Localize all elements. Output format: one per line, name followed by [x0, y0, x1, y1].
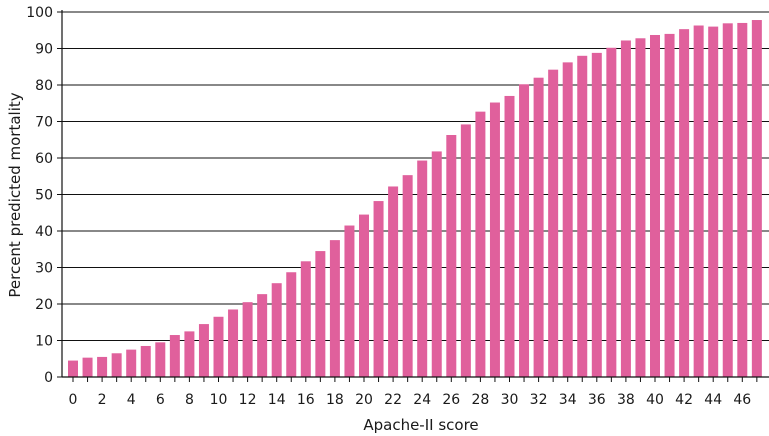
bar-38 [620, 40, 631, 377]
x-tick-label-28: 28 [471, 392, 489, 408]
bar-22 [388, 186, 399, 377]
bar-1 [82, 357, 93, 377]
bar-7 [169, 335, 180, 377]
x-tick-label-46: 46 [733, 392, 751, 408]
y-tick-label-80: 80 [35, 78, 53, 94]
y-tick-label-100: 100 [26, 5, 53, 21]
x-tick-label-24: 24 [413, 392, 431, 408]
grid-lines [57, 11, 769, 378]
axes [61, 10, 769, 382]
bar-23 [402, 175, 413, 377]
bar-37 [606, 47, 617, 378]
y-tick-label-0: 0 [44, 370, 53, 386]
x-tick-label-6: 6 [156, 392, 165, 408]
bar-47 [751, 20, 762, 378]
x-tick-label-22: 22 [384, 392, 402, 408]
bar-12 [242, 302, 253, 377]
bar-39 [635, 38, 646, 377]
x-tick-labels: 0 2 4 6 8 10 12 14 16 18 20 22 24 26 28 30 32 34 36 38 40 42 4… [69, 392, 752, 408]
x-tick-label-30: 30 [501, 392, 519, 408]
y-tick-labels: 0 10 20 30 40 50 60 70 80 90 100 [26, 5, 53, 386]
bar-17 [315, 251, 326, 377]
bar-41 [664, 33, 675, 378]
x-tick-label-18: 18 [326, 392, 344, 408]
bar-3 [111, 353, 122, 377]
bar-9 [198, 324, 209, 377]
x-tick-label-20: 20 [355, 392, 373, 408]
x-tick-label-38: 38 [617, 392, 635, 408]
x-tick-label-40: 40 [646, 392, 664, 408]
bar-16 [300, 261, 311, 377]
x-tick-label-8: 8 [185, 392, 194, 408]
x-tick-label-2: 2 [98, 392, 107, 408]
x-axis-title: Apache-II score [363, 416, 478, 434]
x-tick-label-32: 32 [530, 392, 548, 408]
bar-29 [489, 102, 500, 378]
y-tick-label-50: 50 [35, 188, 53, 204]
bar-43 [693, 25, 704, 377]
y-tick-label-90: 90 [35, 42, 53, 58]
x-tick-label-42: 42 [675, 392, 693, 408]
x-tick-label-44: 44 [704, 392, 722, 408]
bar-13 [257, 294, 268, 377]
bar-26 [446, 135, 457, 377]
y-tick-label-70: 70 [35, 115, 53, 131]
bar-21 [373, 201, 384, 377]
bar-10 [213, 316, 224, 377]
bar-11 [228, 309, 239, 377]
x-tick-label-0: 0 [69, 392, 78, 408]
bar-45 [722, 23, 733, 377]
bar-2 [97, 356, 108, 377]
y-tick-label-60: 60 [35, 151, 53, 167]
bar-33 [548, 69, 559, 378]
x-tick-label-12: 12 [239, 392, 257, 408]
bar-5 [140, 345, 151, 377]
y-tick-label-40: 40 [35, 224, 53, 240]
bar-44 [708, 26, 719, 377]
bar-24 [417, 160, 428, 377]
bar-31 [519, 84, 530, 378]
bar-46 [737, 22, 748, 377]
bar-6 [155, 342, 166, 377]
bar-27 [460, 124, 471, 377]
y-tick-label-10: 10 [35, 334, 53, 350]
x-tick-label-10: 10 [210, 392, 228, 408]
bar-36 [591, 52, 602, 377]
y-tick-label-30: 30 [35, 261, 53, 277]
bar-14 [271, 283, 282, 377]
bar-28 [475, 111, 486, 378]
x-tick-label-14: 14 [268, 392, 286, 408]
x-tick-label-34: 34 [559, 392, 577, 408]
bar-35 [577, 55, 588, 378]
y-tick-label-20: 20 [35, 297, 53, 313]
bar-8 [184, 331, 195, 377]
bar-32 [533, 77, 544, 377]
x-tick-label-36: 36 [588, 392, 606, 408]
bar-15 [286, 272, 297, 377]
x-tick-label-26: 26 [442, 392, 460, 408]
bar-42 [679, 29, 690, 378]
bar-25 [431, 151, 442, 377]
bar-20 [359, 214, 369, 377]
bar-40 [650, 34, 660, 378]
bar-34 [562, 62, 573, 378]
x-tick-label-4: 4 [127, 392, 136, 408]
bars [68, 20, 762, 378]
bar-4 [126, 349, 137, 377]
bar-30 [504, 95, 515, 377]
bar-18 [329, 240, 340, 377]
x-tick-label-16: 16 [297, 392, 315, 408]
y-axis-title: Percent predicted mortality [6, 92, 24, 297]
bar-19 [344, 225, 355, 377]
bar-0 [68, 360, 78, 377]
